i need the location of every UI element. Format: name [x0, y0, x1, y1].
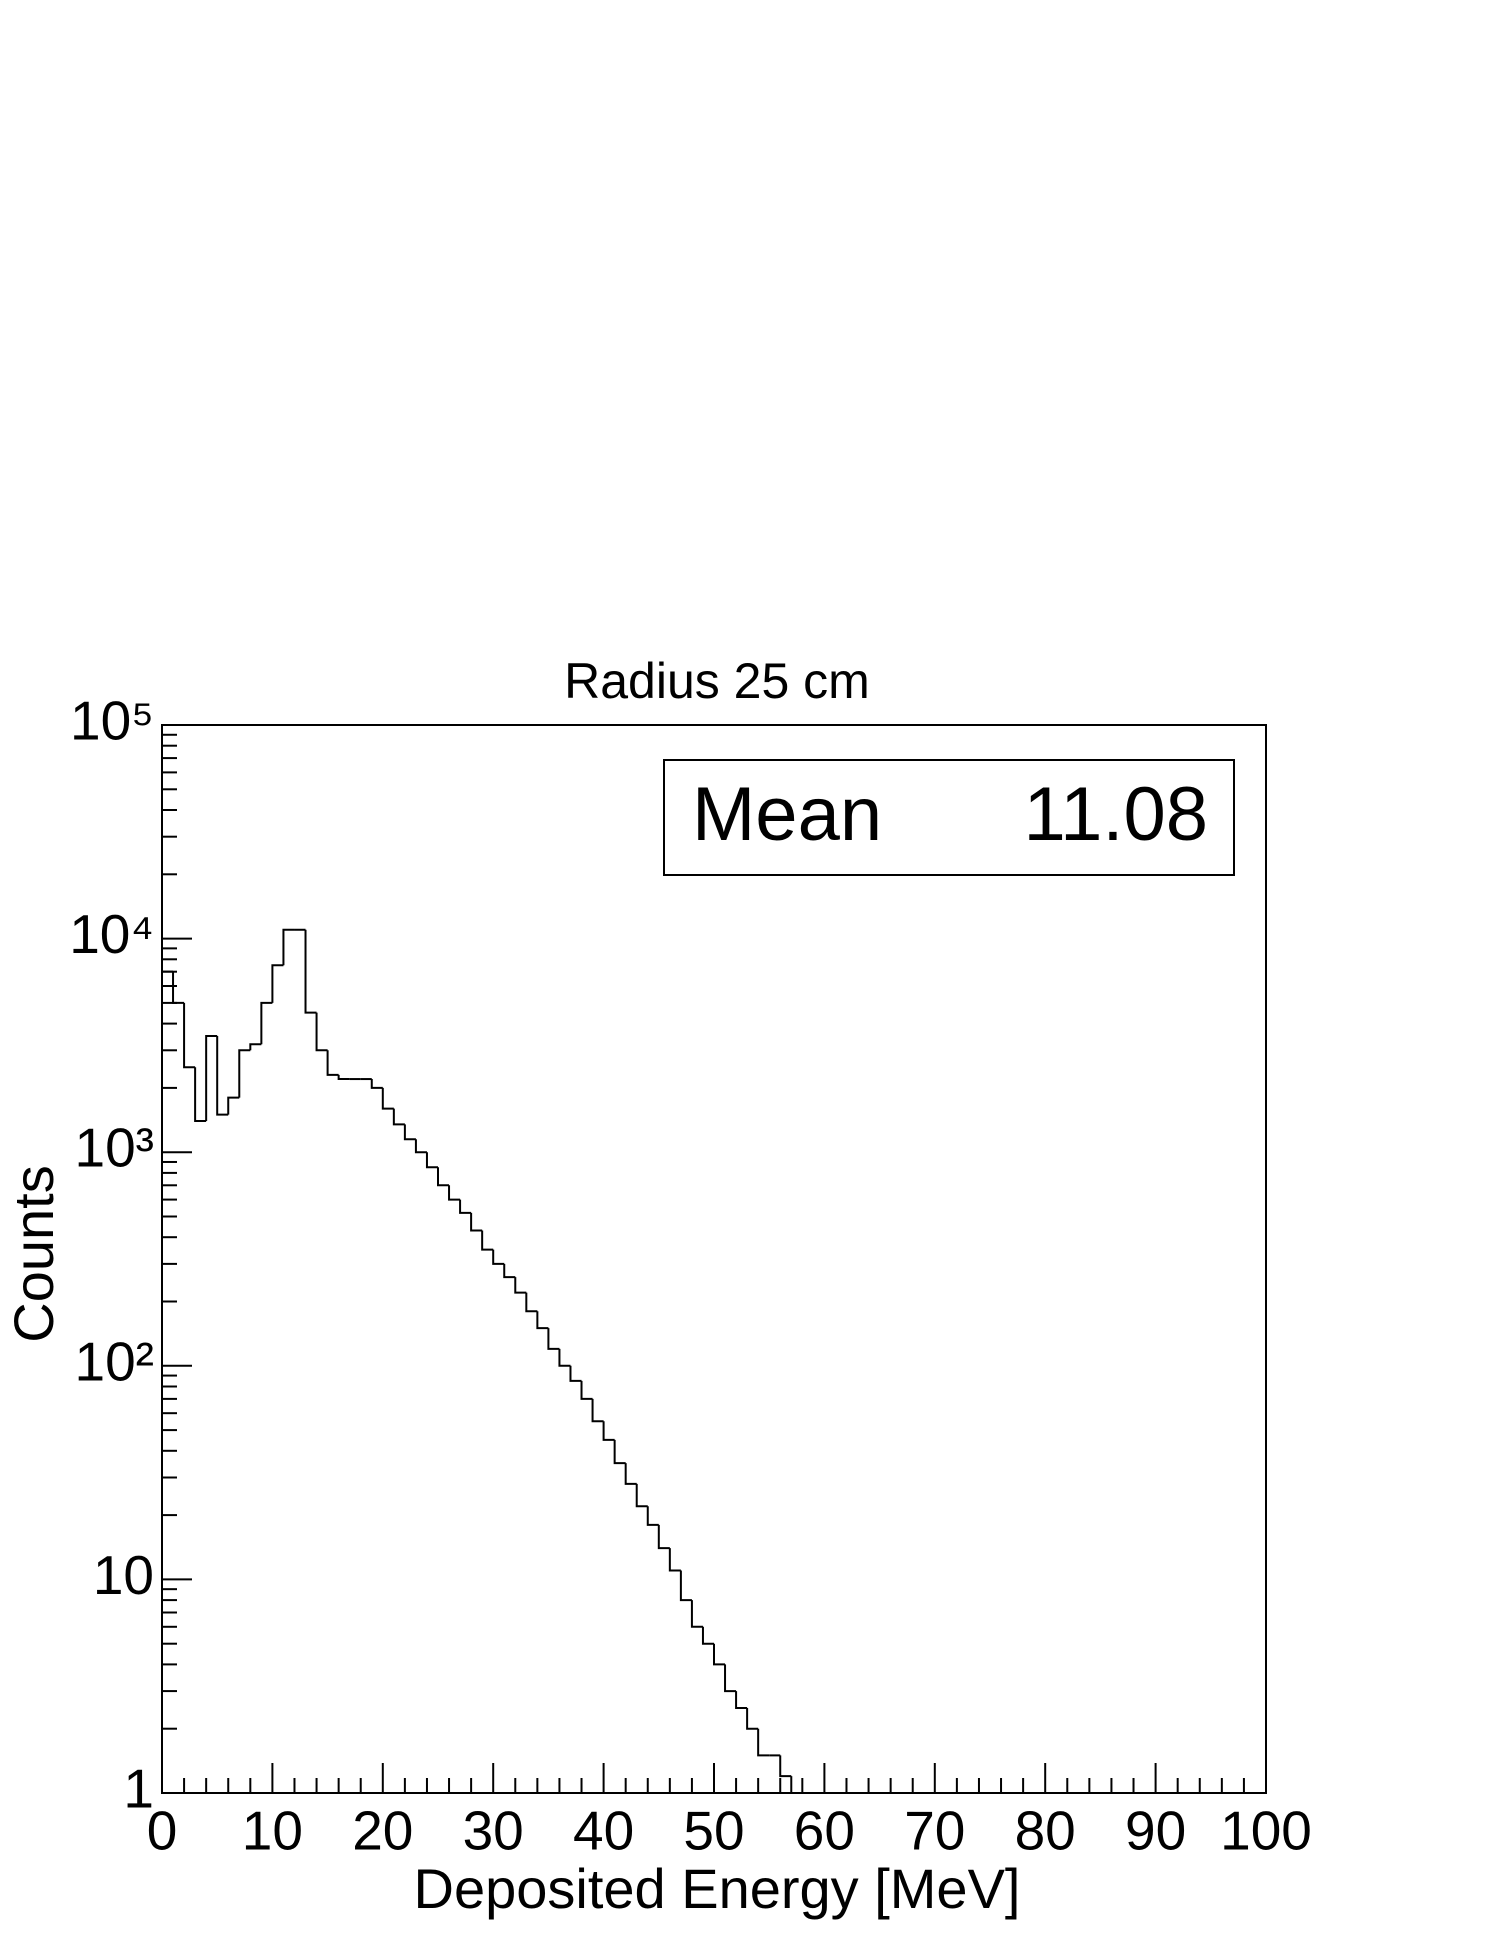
- histogram-bin: [668, 1548, 681, 1572]
- histogram-bin: [448, 1185, 461, 1201]
- y-tick-label: 10²: [75, 1330, 155, 1392]
- histogram-bin: [746, 1708, 759, 1730]
- x-tick-label: 70: [904, 1800, 965, 1862]
- y-tick-label: 10⁵: [70, 690, 154, 752]
- histogram-bin: [392, 1108, 405, 1126]
- histogram-bin: [414, 1139, 427, 1154]
- histogram-bin: [735, 1691, 748, 1709]
- x-tick-label: 100: [1220, 1800, 1312, 1862]
- y-tick-label: 10³: [75, 1117, 155, 1179]
- histogram-bin: [569, 1365, 582, 1382]
- histogram-bin: [492, 1249, 505, 1265]
- histogram-bin: [403, 1124, 416, 1141]
- y-axis-label: Counts: [2, 1165, 65, 1342]
- histogram-bin: [304, 929, 317, 1014]
- y-tick-label: 10: [93, 1544, 154, 1606]
- x-tick-label: 0: [147, 1800, 178, 1862]
- histogram-bin: [779, 1755, 792, 1778]
- histogram-bin: [580, 1380, 593, 1400]
- histogram-bin: [370, 1079, 383, 1089]
- x-tick-label: 30: [463, 1800, 524, 1862]
- histogram-bin: [183, 1002, 196, 1069]
- stats-name: Mean: [692, 772, 882, 857]
- x-tick-label: 50: [683, 1800, 744, 1862]
- histogram-bin: [381, 1087, 394, 1110]
- stats-value: 11.08: [1023, 772, 1208, 857]
- x-tick-label: 10: [242, 1800, 303, 1862]
- histogram-bin: [205, 1034, 218, 1121]
- x-tick-label: 80: [1015, 1800, 1076, 1862]
- histogram-bin: [481, 1230, 494, 1251]
- histogram-bin: [536, 1311, 549, 1330]
- histogram-bin: [690, 1600, 703, 1628]
- histogram-bin: [602, 1421, 615, 1441]
- x-tick-label: 40: [573, 1800, 634, 1862]
- histogram-bin: [194, 1067, 207, 1122]
- histogram-bin: [459, 1199, 472, 1214]
- histogram-bin: [503, 1263, 516, 1279]
- histogram-bin: [657, 1524, 670, 1550]
- histogram-bin: [591, 1398, 604, 1423]
- histogram-bin: [227, 1096, 240, 1115]
- histogram-bin: [635, 1483, 648, 1508]
- histogram-bin: [624, 1463, 637, 1485]
- x-tick-label: 60: [794, 1800, 855, 1862]
- y-tick-label: 10⁴: [69, 903, 154, 965]
- histogram-bin: [790, 1776, 803, 1794]
- histogram-bin: [326, 1050, 339, 1076]
- chart-title: Radius 25 cm: [564, 653, 870, 709]
- histogram-bin: [216, 1035, 229, 1116]
- histogram-bin: [701, 1626, 714, 1645]
- y-tick-label: 1: [123, 1758, 154, 1820]
- histogram-bin: [724, 1664, 737, 1693]
- histogram-bin: [315, 1012, 328, 1052]
- histogram-bin: [547, 1328, 560, 1350]
- histogram-bin: [238, 1049, 251, 1098]
- histogram-bin: [172, 971, 185, 1004]
- histogram-bin: [425, 1152, 438, 1169]
- histogram-bin: [337, 1074, 350, 1081]
- x-axis-label: Deposited Energy [MeV]: [414, 1857, 1021, 1920]
- histogram-bin: [260, 1001, 273, 1045]
- histogram-bin: [679, 1570, 692, 1602]
- histogram-bin: [437, 1167, 450, 1187]
- histogram-bin: [514, 1277, 527, 1294]
- histogram-bin: [613, 1439, 626, 1465]
- histogram-bin: [271, 964, 284, 1003]
- histogram-bin: [525, 1292, 538, 1313]
- x-tick-label: 20: [352, 1800, 413, 1862]
- histogram-bin: [757, 1728, 770, 1757]
- stats-box: [663, 759, 1235, 876]
- histogram-bin: [249, 1043, 262, 1051]
- histogram-bin: [470, 1212, 483, 1232]
- histogram-bin: [646, 1506, 659, 1526]
- histogram-bin: [161, 970, 174, 1793]
- histogram-bin: [713, 1643, 726, 1666]
- histogram-bin: [282, 928, 295, 966]
- histogram-bin: [558, 1348, 571, 1367]
- x-tick-label: 90: [1125, 1800, 1186, 1862]
